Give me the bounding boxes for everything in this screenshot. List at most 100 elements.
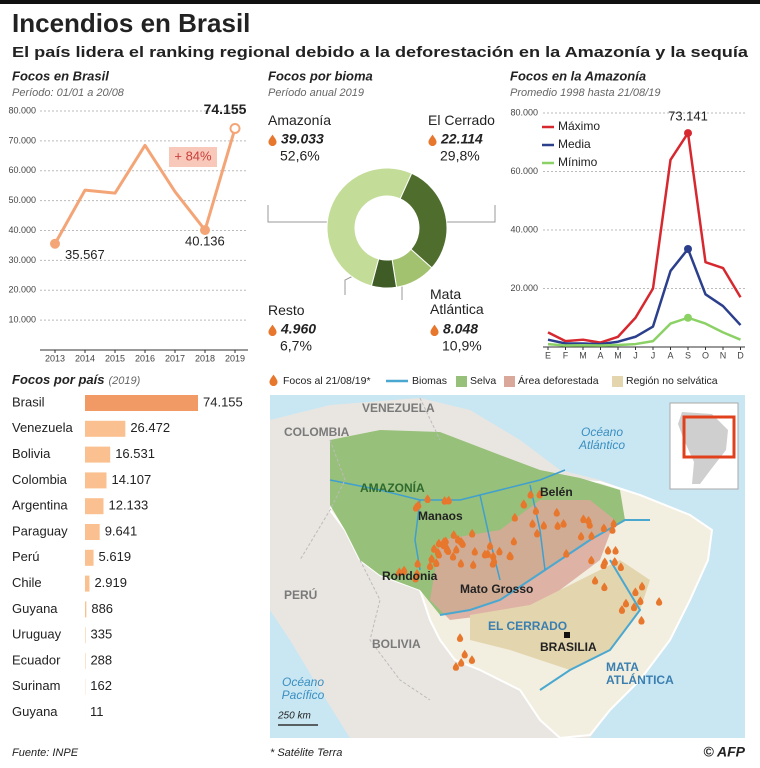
point — [684, 245, 692, 254]
annotation: + 84% — [174, 148, 212, 163]
x-tick-label: A — [597, 350, 603, 360]
x-tick-label: 2016 — [135, 353, 155, 363]
x-tick-label: M — [579, 350, 587, 360]
legend-swatch — [456, 376, 467, 387]
point — [50, 238, 60, 249]
scale-label: 250 km — [277, 711, 311, 722]
share-label: 52,6% — [280, 148, 320, 164]
map-label-box: Océano Pacífico — [281, 676, 325, 703]
river — [329, 469, 566, 501]
value-label: 22.114 — [440, 131, 483, 147]
chart-title: Focos por bioma — [268, 68, 373, 83]
value-label: 5.619 — [99, 549, 132, 564]
leader-line — [445, 205, 496, 223]
x-tick-label: 2013 — [45, 353, 65, 363]
value-label: 74.155 — [203, 394, 243, 409]
map-label: Océano Pacífico — [281, 676, 325, 703]
value-label: 288 — [90, 652, 112, 667]
category-label: Brasil — [12, 394, 45, 409]
value-label: 11 — [90, 704, 104, 719]
y-tick-label: 60.000 — [8, 165, 36, 175]
share-label: 10,9% — [442, 338, 482, 354]
category-label: Bolivia — [12, 446, 51, 461]
y-tick-label: 30.000 — [8, 255, 36, 265]
y-tick-label: 20.000 — [510, 283, 538, 293]
value-label: 14.107 — [111, 472, 151, 487]
category-label: Colombia — [12, 472, 68, 487]
value-label: 12.133 — [108, 498, 148, 513]
value-label: 40.136 — [185, 234, 225, 249]
bar — [85, 420, 126, 437]
x-tick-label: 2019 — [225, 353, 245, 363]
share-label: 29,8% — [440, 148, 480, 164]
donut-slice — [326, 167, 413, 287]
category-label: Perú — [12, 549, 39, 564]
x-tick-label: S — [685, 350, 691, 360]
bar — [85, 446, 111, 463]
category-label: El Cerrado — [428, 113, 495, 128]
y-tick-label: 40.000 — [510, 224, 538, 234]
deforested — [430, 500, 615, 620]
note: * Satélite Terra — [270, 747, 342, 759]
category-label: Surinam — [12, 678, 60, 693]
value-label: 4.960 — [280, 321, 316, 337]
value-label: 73.141 — [668, 109, 708, 124]
y-tick-label: 80.000 — [8, 105, 36, 115]
map-label: COLOMBIA — [284, 425, 350, 439]
chart-title-text: Focos por país — [12, 372, 104, 387]
inset-frame — [682, 415, 736, 459]
value-label: 9.641 — [105, 523, 138, 538]
value-label: 8.048 — [443, 321, 478, 337]
legend-label: Región no selvática — [626, 375, 718, 387]
value-label: 35.567 — [65, 247, 105, 262]
category-label-box: Resto — [268, 303, 305, 318]
map-label: BRASILIA — [540, 640, 597, 654]
border — [299, 439, 346, 561]
line — [547, 131, 742, 344]
x-tick-label: N — [720, 350, 727, 360]
river — [479, 494, 501, 581]
value-label: 16.531 — [115, 446, 155, 461]
chart-title: Focos por país (2019) — [12, 372, 141, 387]
top-bar — [0, 0, 760, 4]
y-tick-label: 80.000 — [510, 107, 538, 117]
bar — [85, 472, 107, 489]
bar — [85, 601, 87, 618]
donut-slice — [399, 172, 448, 269]
map-label: EL CERRADO — [488, 619, 567, 633]
chart-subtitle: Período anual 2019 — [268, 87, 364, 99]
bar — [85, 524, 100, 540]
y-tick-label: 60.000 — [510, 166, 538, 176]
map-label: Mato Grosso — [460, 582, 533, 596]
bar — [85, 498, 104, 515]
value-label: 74.155 — [204, 101, 247, 117]
map-label: AMAZONÍA — [360, 480, 425, 495]
map-label: PERÚ — [284, 587, 317, 602]
page-subtitle: El país lidera el ranking regional debid… — [12, 44, 749, 61]
y-tick-label: 40.000 — [8, 225, 36, 235]
point — [684, 129, 692, 138]
category-label: Resto — [268, 303, 305, 318]
value-label: 335 — [91, 627, 113, 642]
map-label: Belén — [540, 485, 573, 499]
point — [684, 313, 692, 322]
map-label: MATA ATLÁNTICA — [606, 661, 674, 688]
map-legend: Focos al 21/08/19* Biomas Selva Área def… — [269, 374, 718, 387]
donut-slice — [370, 258, 398, 289]
category-label: Argentina — [12, 498, 68, 513]
annotation-box — [169, 147, 217, 167]
point — [200, 225, 210, 236]
legend-label: Mínimo — [558, 155, 598, 169]
x-tick-label: M — [614, 350, 622, 360]
legend-flame — [269, 374, 278, 386]
x-tick-label: E — [545, 350, 551, 360]
value-label: 39.033 — [281, 131, 324, 147]
x-tick-label: A — [667, 350, 673, 360]
leader-line — [267, 205, 330, 223]
value-label: 2.919 — [94, 575, 127, 590]
map-label: Rondonia — [382, 569, 438, 583]
category-label: Guyana — [12, 704, 58, 719]
map: VENEZUELA COLOMBIA Océano Atlántico AMAZ… — [270, 395, 745, 738]
chart-subtitle: (2019) — [108, 375, 140, 387]
category-label: Amazonía — [268, 113, 332, 128]
